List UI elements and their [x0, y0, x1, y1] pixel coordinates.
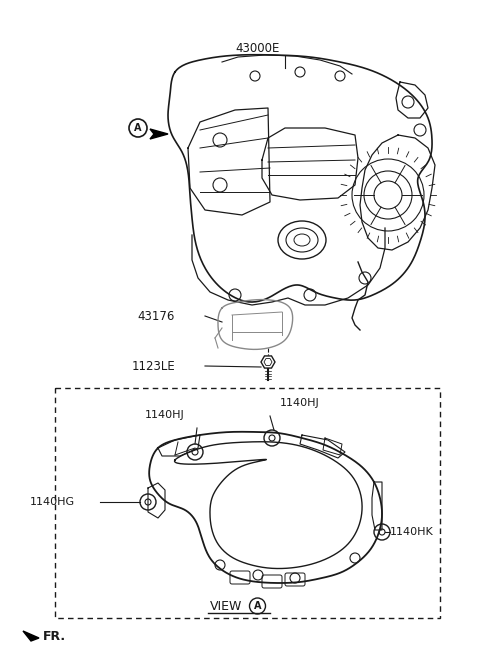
Text: VIEW: VIEW — [210, 600, 242, 613]
Polygon shape — [150, 129, 168, 139]
Text: FR.: FR. — [43, 630, 66, 644]
Text: 1123LE: 1123LE — [131, 359, 175, 373]
Bar — [55, 388, 440, 618]
Text: 1140HG: 1140HG — [30, 497, 75, 507]
Text: 43176: 43176 — [138, 310, 175, 323]
Text: A: A — [134, 123, 142, 133]
Polygon shape — [23, 631, 39, 641]
Text: 1140HK: 1140HK — [390, 527, 434, 537]
Text: 1140HJ: 1140HJ — [145, 410, 185, 420]
Text: A: A — [254, 601, 261, 611]
Text: 1140HJ: 1140HJ — [280, 398, 320, 408]
Text: 43000E: 43000E — [236, 41, 280, 54]
